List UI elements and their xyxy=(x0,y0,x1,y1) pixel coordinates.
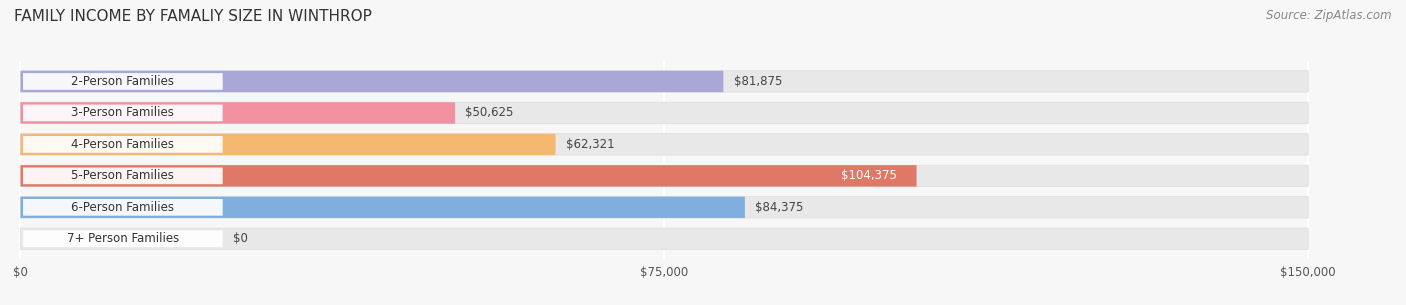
Text: $62,321: $62,321 xyxy=(565,138,614,151)
FancyBboxPatch shape xyxy=(21,102,456,124)
FancyBboxPatch shape xyxy=(22,199,222,216)
Text: Source: ZipAtlas.com: Source: ZipAtlas.com xyxy=(1267,9,1392,22)
FancyBboxPatch shape xyxy=(22,73,222,90)
FancyBboxPatch shape xyxy=(21,134,555,155)
Text: $81,875: $81,875 xyxy=(734,75,782,88)
FancyBboxPatch shape xyxy=(21,197,745,218)
FancyBboxPatch shape xyxy=(21,71,1308,92)
Text: $104,375: $104,375 xyxy=(841,169,897,182)
FancyBboxPatch shape xyxy=(22,136,222,153)
FancyBboxPatch shape xyxy=(22,105,222,121)
Text: 2-Person Families: 2-Person Families xyxy=(72,75,174,88)
Text: FAMILY INCOME BY FAMALIY SIZE IN WINTHROP: FAMILY INCOME BY FAMALIY SIZE IN WINTHRO… xyxy=(14,9,373,24)
Text: 7+ Person Families: 7+ Person Families xyxy=(66,232,179,245)
Text: $0: $0 xyxy=(233,232,247,245)
FancyBboxPatch shape xyxy=(21,71,724,92)
FancyBboxPatch shape xyxy=(22,167,222,184)
FancyBboxPatch shape xyxy=(22,231,222,247)
FancyBboxPatch shape xyxy=(21,165,1308,187)
Text: 4-Person Families: 4-Person Families xyxy=(72,138,174,151)
FancyBboxPatch shape xyxy=(21,228,1308,249)
FancyBboxPatch shape xyxy=(21,102,1308,124)
Text: $50,625: $50,625 xyxy=(465,106,513,120)
Text: 3-Person Families: 3-Person Families xyxy=(72,106,174,120)
FancyBboxPatch shape xyxy=(825,168,912,184)
Text: $84,375: $84,375 xyxy=(755,201,803,214)
FancyBboxPatch shape xyxy=(21,197,1308,218)
Text: 6-Person Families: 6-Person Families xyxy=(72,201,174,214)
FancyBboxPatch shape xyxy=(21,134,1308,155)
FancyBboxPatch shape xyxy=(21,165,917,187)
Text: 5-Person Families: 5-Person Families xyxy=(72,169,174,182)
